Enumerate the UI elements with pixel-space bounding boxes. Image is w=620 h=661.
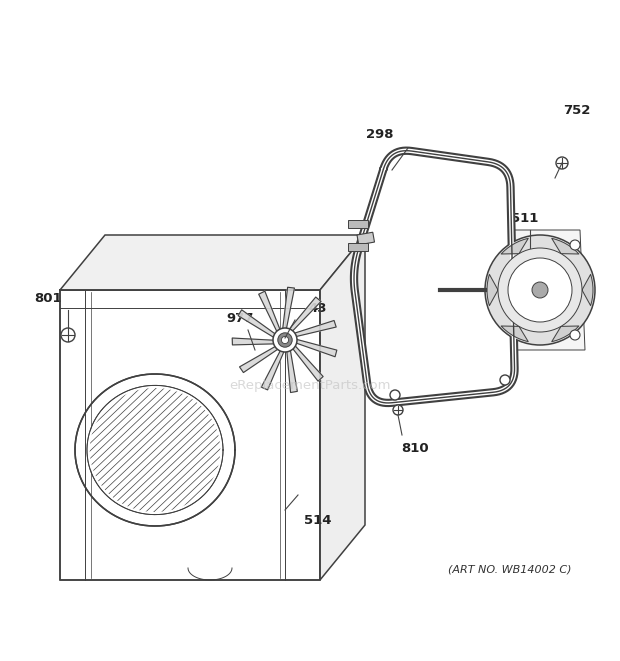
Circle shape [498,248,582,332]
Polygon shape [294,321,336,336]
Polygon shape [261,350,285,390]
Polygon shape [320,235,365,580]
Polygon shape [510,230,585,350]
Polygon shape [239,346,278,373]
Polygon shape [283,288,294,329]
Polygon shape [295,339,337,357]
Polygon shape [292,345,323,381]
Circle shape [532,282,548,298]
Polygon shape [287,350,298,393]
Circle shape [390,390,400,400]
Polygon shape [289,297,321,332]
Polygon shape [582,274,593,305]
Circle shape [570,240,580,250]
Polygon shape [501,239,528,254]
Circle shape [393,405,403,415]
Bar [348,243,368,251]
Polygon shape [60,290,320,580]
Circle shape [278,332,292,347]
Text: 298: 298 [366,128,394,141]
Circle shape [508,258,572,322]
Text: 810: 810 [401,442,429,455]
Circle shape [61,328,75,342]
Circle shape [500,375,510,385]
Circle shape [570,330,580,340]
Polygon shape [552,239,579,254]
Circle shape [281,336,288,344]
Circle shape [556,157,568,169]
Text: 511: 511 [512,212,539,225]
Ellipse shape [89,387,221,514]
Bar [348,220,368,228]
Polygon shape [232,338,275,345]
Polygon shape [238,310,276,338]
Circle shape [273,328,297,352]
Polygon shape [60,235,365,290]
Text: (ART NO. WB14002 C): (ART NO. WB14002 C) [448,565,572,575]
Text: 514: 514 [304,514,332,527]
Text: 801: 801 [34,292,62,305]
Circle shape [485,235,595,345]
Text: 752: 752 [564,104,591,116]
Polygon shape [501,326,528,342]
Polygon shape [259,292,280,332]
Text: 43: 43 [309,301,327,315]
Polygon shape [552,326,579,342]
Bar [357,232,374,245]
Text: 977: 977 [226,311,254,325]
Text: eReplacementParts.com: eReplacementParts.com [229,379,391,391]
Polygon shape [487,274,498,305]
